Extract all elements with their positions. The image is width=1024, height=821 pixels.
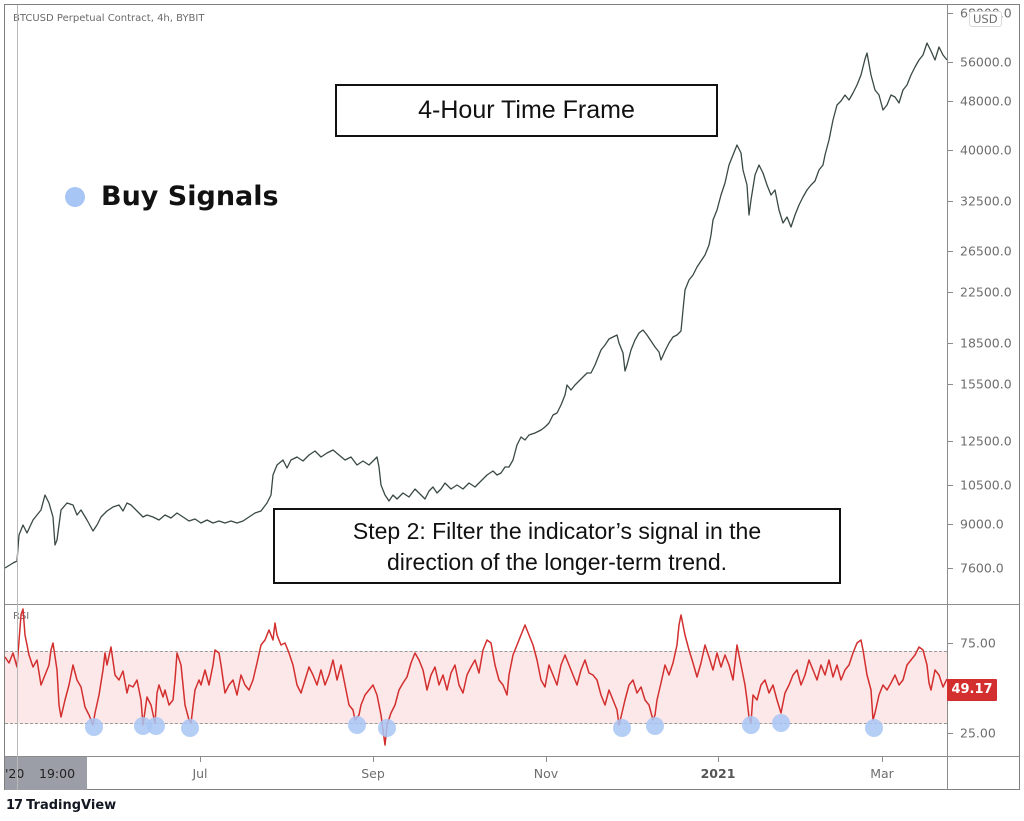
axis-corner [947,756,1020,790]
price-tick [948,150,953,151]
price-tick [948,292,953,293]
price-axis-label: 26500.0 [960,243,1012,259]
rsi-axis-label: 75.00 [960,635,996,651]
crosshair-time-year: '20 [5,766,25,781]
crosshair-time-hour: 19:00 [39,766,76,781]
price-axis-label: 48000.0 [960,93,1012,109]
buy-signal-marker [646,717,664,735]
buy-signal-dot-icon [65,186,85,207]
rsi-pane[interactable]: RSI [4,605,948,756]
price-line [4,42,948,569]
price-tick [948,485,953,486]
time-tick [373,757,374,762]
rsi-axis[interactable]: 75.00 49.17 25.00 [947,605,1020,756]
price-axis-label: 56000.0 [960,54,1012,70]
time-tick [200,757,201,762]
buy-signal-marker [742,716,760,734]
price-tick [948,343,953,344]
time-label-jul: Jul [192,766,208,781]
rsi-tick [948,643,953,644]
price-tick [948,568,953,569]
price-tick [948,251,953,252]
price-axis-label: 18500.0 [960,335,1012,351]
time-tick [546,757,547,762]
buy-signal-marker [147,717,165,735]
tradingview-logo[interactable]: 17 TradingView [6,798,116,813]
time-tick [718,757,719,762]
buy-signal-marker [378,719,396,737]
rsi-tick [948,733,953,734]
time-tick [882,757,883,762]
price-pane[interactable]: BTCUSD Perpetual Contract, 4h, BYBIT 4-H… [4,5,948,605]
buy-signal-marker [85,718,103,736]
price-tick [948,201,953,202]
price-tick [948,384,953,385]
price-axis-label: 40000.0 [960,142,1012,158]
price-axis-label: 32500.0 [960,193,1012,209]
price-axis-label: 12500.0 [960,433,1012,449]
rsi-current-value-badge: 49.17 [947,679,997,701]
rsi-line [4,608,948,746]
price-axis[interactable]: 68000.0 USD 56000.0 48000.0 40000.0 3250… [947,5,1020,605]
crosshair-vertical-line [17,5,18,790]
price-tick [948,524,953,525]
price-tick [948,101,953,102]
price-axis-label: 15500.0 [960,376,1012,392]
price-tick [948,62,953,63]
buy-signals-legend: Buy Signals [65,181,279,212]
time-axis[interactable]: '20 19:00 Jul Sep Nov 2021 Mar [5,756,947,790]
tradingview-logo-icon: 17 [6,798,23,813]
rsi-axis-label: 25.00 [960,725,996,741]
buy-signal-marker [348,716,366,734]
timeframe-annotation-text: 4-Hour Time Frame [418,96,635,124]
buy-signal-markers [85,714,883,737]
price-axis-label: 7600.0 [960,560,1004,576]
step-annotation-line2: direction of the longer-term trend. [386,549,728,575]
buy-signal-marker [772,714,790,732]
time-label-sep: Sep [361,766,385,781]
tradingview-logo-text: TradingView [26,798,117,813]
step-annotation-line1: Step 2: Filter the indicator’s signal in… [352,518,762,544]
timeframe-annotation-box: 4-Hour Time Frame [335,84,718,137]
step-annotation-box: Step 2: Filter the indicator’s signal in… [273,508,841,584]
buy-signal-marker [181,719,199,737]
price-tick [948,13,953,14]
price-axis-label: 10500.0 [960,477,1012,493]
buy-signal-marker [134,717,152,735]
crosshair-time-label: '20 19:00 [5,757,87,790]
price-tick [948,441,953,442]
time-label-nov: Nov [533,766,559,781]
price-axis-label: 9000.0 [960,516,1004,532]
chart-frame: BTCUSD Perpetual Contract, 4h, BYBIT 4-H… [4,4,1020,790]
currency-badge[interactable]: USD [969,11,1002,27]
buy-signals-legend-label: Buy Signals [101,181,279,212]
time-label-2021: 2021 [700,766,736,781]
time-label-mar: Mar [870,766,894,781]
price-axis-label: 22500.0 [960,284,1012,300]
buy-signal-marker [865,719,883,737]
chart-title: BTCUSD Perpetual Contract, 4h, BYBIT [13,13,205,24]
buy-signal-marker [613,719,631,737]
